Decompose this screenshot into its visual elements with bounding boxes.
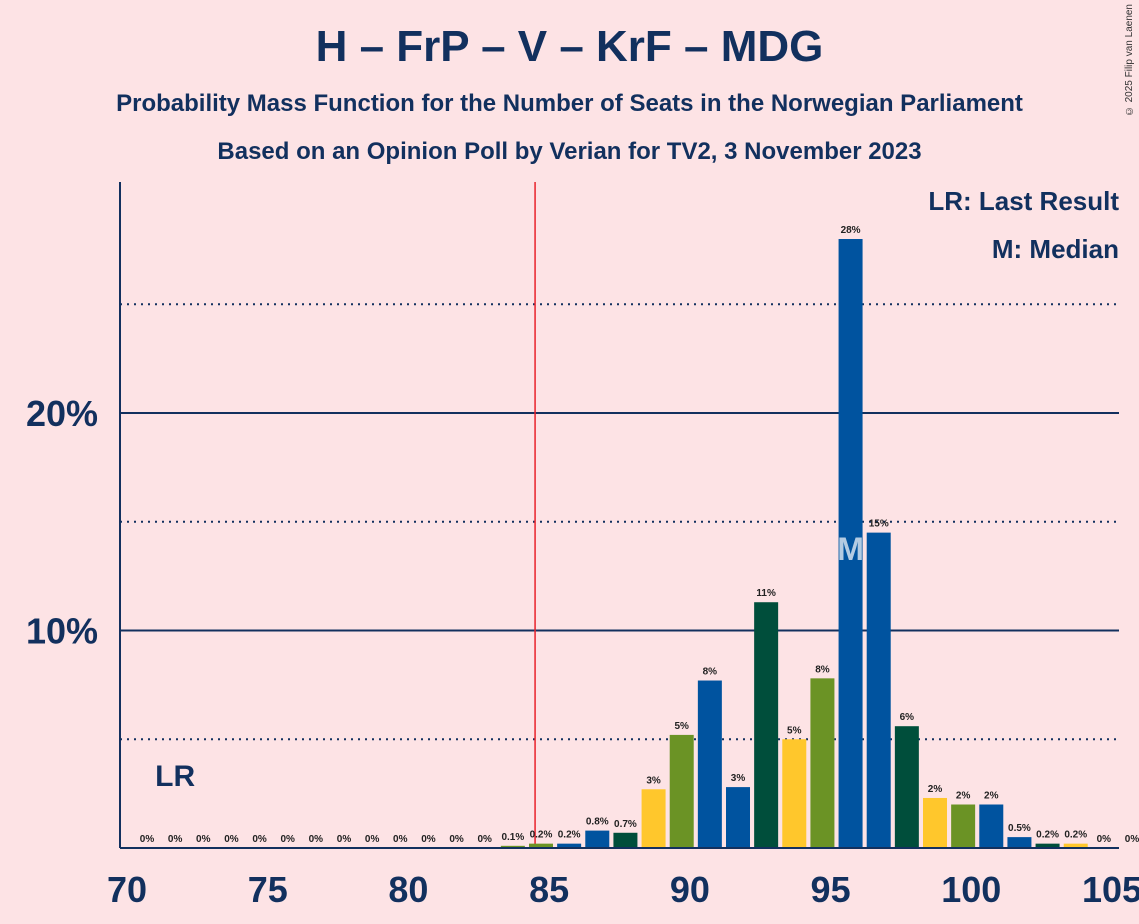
bar-101 <box>1007 837 1032 848</box>
x-tick-label: 95 <box>811 869 851 910</box>
bar-label-100: 2% <box>984 791 999 802</box>
bar-label-88: 3% <box>646 775 661 786</box>
bar-label-97: 6% <box>900 712 915 723</box>
bar-96 <box>866 532 891 848</box>
bar-label-90: 8% <box>703 667 718 678</box>
bar-label-105: 0% <box>1125 834 1139 845</box>
chart-subtitle-1: Probability Mass Function for the Number… <box>116 90 1023 117</box>
bar-87 <box>613 832 638 848</box>
bar-91 <box>726 787 750 848</box>
bar-94 <box>810 678 835 848</box>
bar-103 <box>1063 843 1088 848</box>
bar-95 <box>838 239 863 848</box>
bar-label-95: 28% <box>841 225 861 236</box>
bar-label-104: 0% <box>1097 834 1112 845</box>
bar-92 <box>754 602 779 848</box>
bar-84 <box>529 843 553 848</box>
bar-label-86: 0.8% <box>586 817 609 828</box>
chart-title: H – FrP – V – KrF – MDG <box>315 22 824 71</box>
bar-label-92: 11% <box>756 588 776 599</box>
bar-label-78: 0% <box>365 834 380 845</box>
last-result-marker: LR <box>155 760 195 793</box>
bar-97 <box>894 726 919 848</box>
bar-label-96: 15% <box>869 519 889 530</box>
y-tick-label: 20% <box>26 393 98 434</box>
x-tick-label: 70 <box>107 869 147 910</box>
bar-label-77: 0% <box>337 834 352 845</box>
x-tick-label: 100 <box>941 869 1001 910</box>
bar-label-93: 5% <box>787 725 802 736</box>
bar-label-94: 8% <box>815 664 830 675</box>
bar-label-79: 0% <box>393 834 408 845</box>
bar-label-76: 0% <box>309 834 324 845</box>
legend-last-result: LR: Last Result <box>928 186 1119 216</box>
x-tick-label: 85 <box>529 869 569 910</box>
bar-label-98: 2% <box>928 784 943 795</box>
bar-label-89: 5% <box>674 721 689 732</box>
bar-98 <box>923 797 947 848</box>
bar-label-70: 0% <box>140 834 155 845</box>
x-tick-label: 75 <box>248 869 288 910</box>
bar-label-101: 0.5% <box>1008 823 1031 834</box>
bar-label-91: 3% <box>731 773 746 784</box>
bar-label-87: 0.7% <box>614 819 637 830</box>
bar-label-85: 0.2% <box>558 830 581 841</box>
bar-85 <box>557 843 582 848</box>
x-tick-label: 80 <box>388 869 428 910</box>
median-marker: M <box>837 531 864 567</box>
bar-label-74: 0% <box>252 834 267 845</box>
bar-label-75: 0% <box>280 834 295 845</box>
bar-label-84: 0.2% <box>530 830 553 841</box>
legend-median: M: Median <box>991 234 1119 264</box>
bar-label-102: 0.2% <box>1036 830 1059 841</box>
bar-label-81: 0% <box>449 834 464 845</box>
bar-label-99: 2% <box>956 791 971 802</box>
bar-102 <box>1035 843 1060 848</box>
bar-label-82: 0% <box>477 834 492 845</box>
bar-label-80: 0% <box>421 834 436 845</box>
x-tick-label: 90 <box>670 869 710 910</box>
bar-99 <box>951 804 976 848</box>
bar-83 <box>500 845 525 848</box>
bar-label-103: 0.2% <box>1064 830 1087 841</box>
bar-label-72: 0% <box>196 834 211 845</box>
bar-label-71: 0% <box>168 834 183 845</box>
x-tick-label: 105 <box>1082 869 1139 910</box>
bar-86 <box>585 830 610 848</box>
bar-89 <box>669 734 694 848</box>
bar-93 <box>782 739 807 848</box>
bar-label-83: 0.1% <box>501 832 524 843</box>
bar-100 <box>979 804 1004 848</box>
chart-subtitle-2: Based on an Opinion Poll by Verian for T… <box>217 138 922 165</box>
bar-label-73: 0% <box>224 834 239 845</box>
y-tick-label: 10% <box>26 611 98 652</box>
bar-88 <box>641 789 666 848</box>
bar-90 <box>697 680 722 848</box>
